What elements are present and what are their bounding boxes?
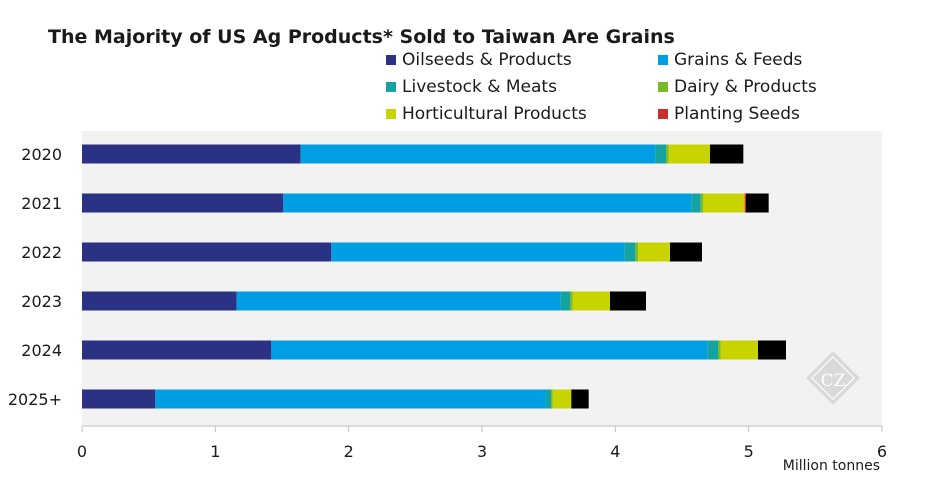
bar-2020-grains-feeds (300, 144, 656, 164)
bar-2024-grains-feeds (271, 340, 708, 360)
bar-2023-grains-feeds (236, 291, 561, 311)
x-tick-label-5: 5 (744, 442, 754, 461)
x-tick-label-2: 2 (344, 442, 354, 461)
bar-2023-other (610, 291, 646, 311)
legend-swatch-dairy-products (658, 82, 668, 92)
y-tick-label-2020: 2020 (21, 145, 62, 164)
bar-2022-dairy-products (635, 242, 638, 262)
bar-2020-livestock-meats (655, 144, 666, 164)
bar-2025-livestock-meats (546, 389, 552, 409)
bar-2025-horticultural-products (552, 389, 572, 409)
bar-2022-horticultural-products (638, 242, 670, 262)
bar-2021-oilseeds-products (82, 193, 284, 213)
bars-group (82, 144, 786, 409)
y-tick-label-2025: 2025+ (8, 390, 62, 409)
bar-2025-dairy-products (551, 389, 553, 409)
y-axis-labels: 2020 2021 2022 2023 2024 2025+ (8, 145, 62, 409)
bar-2024-dairy-products (718, 340, 721, 360)
bar-2025-other (571, 389, 589, 409)
legend-label-planting-seeds: Planting Seeds (674, 104, 800, 124)
x-tick-label-0: 0 (77, 442, 87, 461)
y-tick-label-2021: 2021 (21, 194, 62, 213)
legend-swatch-livestock-meats (386, 82, 396, 92)
legend-swatch-oilseeds-products (386, 55, 396, 65)
bar-2023-livestock-meats (560, 291, 570, 311)
legend-label-oilseeds-products: Oilseeds & Products (402, 50, 572, 70)
legend-swatch-planting-seeds (658, 109, 668, 119)
legend: Oilseeds & Products Grains & Feeds Livesto… (386, 50, 817, 124)
x-tick-label-3: 3 (477, 442, 487, 461)
bar-2021-grains-feeds (283, 193, 692, 213)
bar-2024-oilseeds-products (82, 340, 272, 360)
x-axis-ticks: 0 1 2 3 4 5 6 (77, 426, 887, 461)
legend-label-livestock-meats: Livestock & Meats (402, 77, 557, 97)
plot-background (82, 131, 882, 426)
chart-title: The Majority of US Ag Products* Sold to … (48, 26, 675, 48)
legend-swatch-horticultural-products (386, 109, 396, 119)
bar-2023-dairy-products (570, 291, 573, 311)
x-tick-label-1: 1 (210, 442, 220, 461)
x-axis-label: Million tonnes (783, 458, 880, 474)
bar-2025-oilseeds-products (82, 389, 156, 409)
bar-2020-oilseeds-products (82, 144, 301, 164)
x-tick-label-6: 6 (877, 442, 887, 461)
bar-2024-horticultural-products (720, 340, 758, 360)
bar-2022-oilseeds-products (82, 242, 332, 262)
bar-2021-horticultural-products (703, 193, 745, 213)
bar-2022-livestock-meats (624, 242, 636, 262)
x-tick-label-4: 4 (610, 442, 620, 461)
legend-label-horticultural-products: Horticultural Products (402, 104, 587, 124)
bar-2024-other (758, 340, 786, 360)
legend-swatch-grains-feeds (658, 55, 668, 65)
watermark-logo-letters: CZ (821, 371, 846, 391)
bar-2021-planting-seeds (744, 193, 746, 213)
bar-2020-other (710, 144, 744, 164)
bar-2023-oilseeds-products (82, 291, 237, 311)
bar-2025-grains-feeds (155, 389, 546, 409)
bar-2023-horticultural-products (572, 291, 610, 311)
bar-2024-livestock-meats (707, 340, 718, 360)
bar-2022-grains-feeds (331, 242, 625, 262)
y-tick-label-2022: 2022 (21, 243, 62, 262)
y-tick-label-2024: 2024 (21, 341, 62, 360)
bar-2020-horticultural-products (668, 144, 710, 164)
legend-label-dairy-products: Dairy & Products (674, 77, 817, 97)
legend-label-grains-feeds: Grains & Feeds (674, 50, 803, 70)
bar-2021-dairy-products (700, 193, 704, 213)
bar-2021-livestock-meats (691, 193, 701, 213)
bar-2021-other (746, 193, 769, 213)
bar-2020-dairy-products (666, 144, 669, 164)
y-tick-label-2023: 2023 (21, 292, 62, 311)
bar-2022-other (670, 242, 702, 262)
